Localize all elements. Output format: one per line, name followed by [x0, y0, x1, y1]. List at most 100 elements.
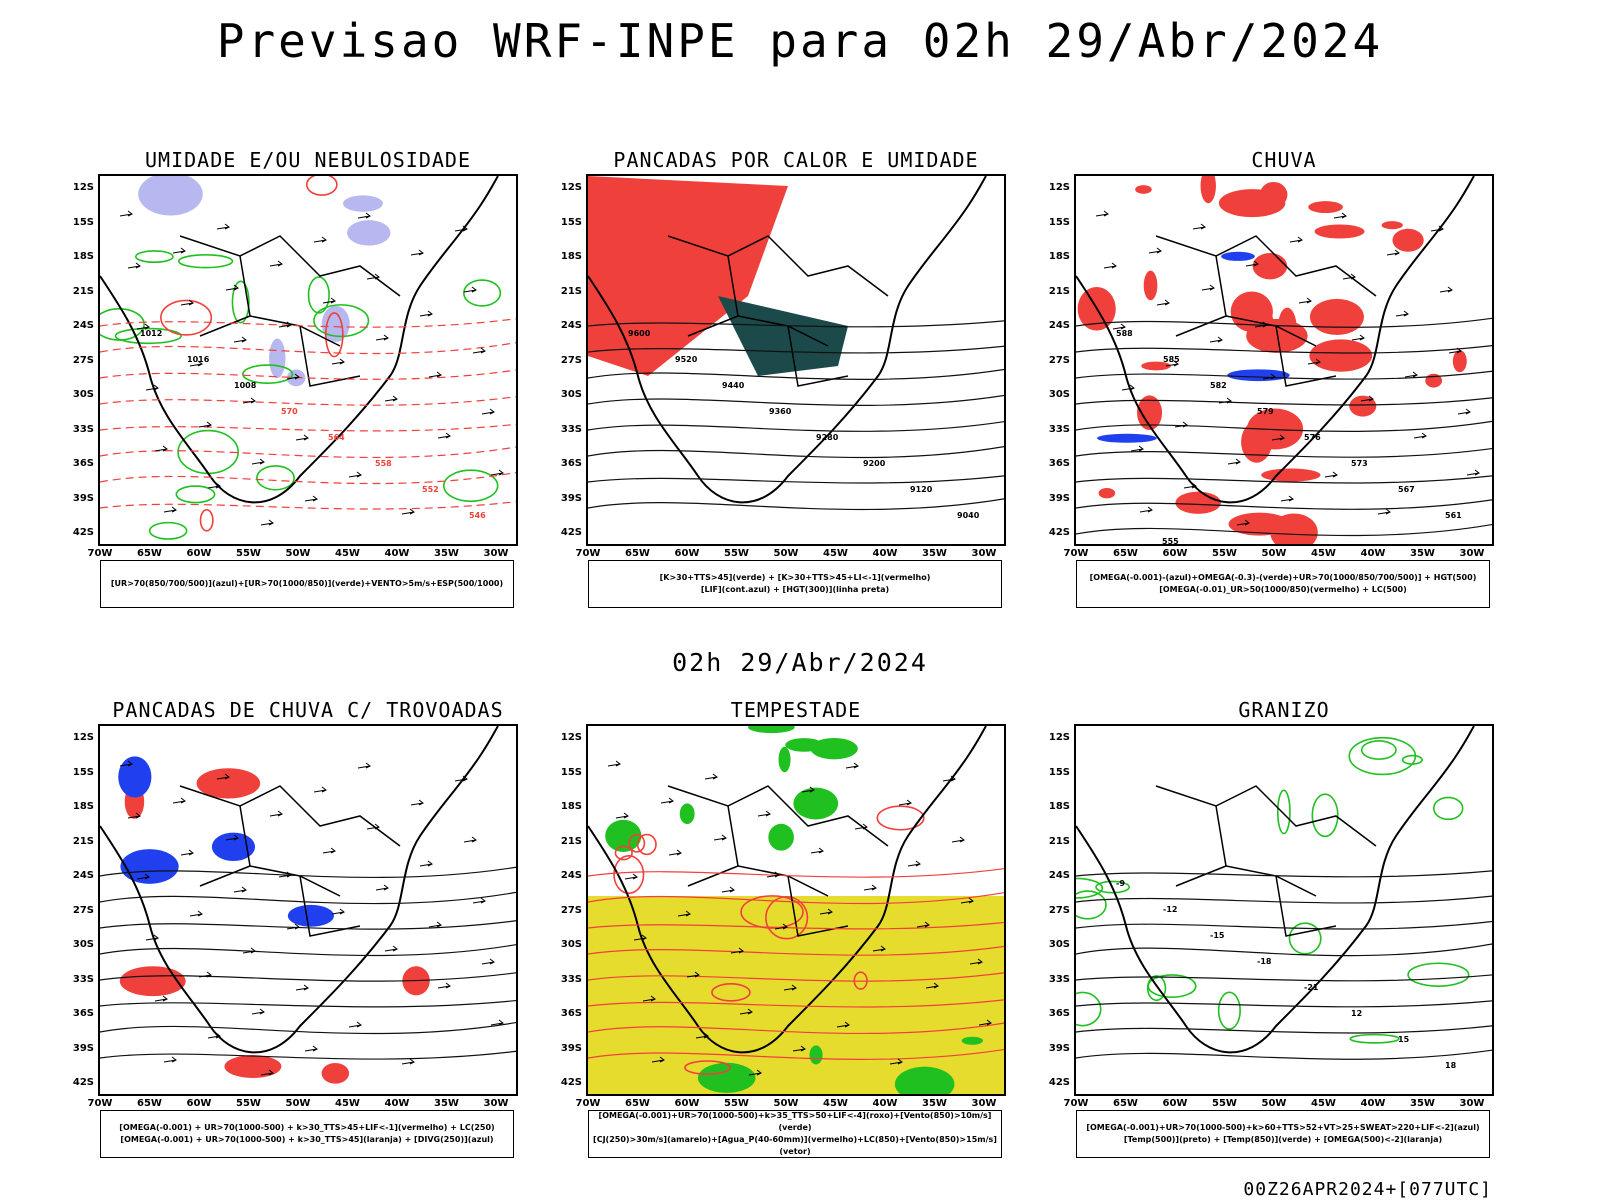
wind-vector	[136, 323, 150, 330]
lat-tick-label: 12S	[72, 732, 94, 743]
wind-vector	[198, 971, 212, 978]
contour-line	[1076, 499, 1492, 510]
lon-tick-label: 65W	[625, 548, 650, 559]
lon-tick-label: 70W	[575, 548, 601, 559]
lat-tick-label: 39S	[560, 492, 582, 504]
shaded-area	[1270, 513, 1318, 544]
shaded-area	[256, 465, 295, 491]
lon-tick-label: 55W	[724, 548, 749, 559]
map-plot: 588585582579576573567561555549	[1076, 176, 1492, 544]
lat-tick-label: 24S	[72, 870, 94, 881]
contour-label: 582	[1210, 381, 1227, 390]
wind-vector	[357, 212, 371, 219]
map-frame: 588585582579576573567561555549	[1074, 174, 1494, 546]
wind-vector	[410, 249, 424, 256]
lon-tick-label: 55W	[236, 1098, 261, 1109]
legend-line: [UR>70(850/700/500)](azul)+[UR>70(1000/8…	[110, 579, 504, 588]
legend-line: [OMEGA(-0.001)-(azul)+OMEGA(-0.3)-(verde…	[1089, 573, 1477, 582]
shaded-area	[196, 768, 261, 799]
shaded-area	[305, 176, 338, 196]
shaded-area	[1137, 395, 1163, 431]
lat-tick-label: 39S	[1048, 492, 1070, 504]
lon-tick-label: 35W	[1410, 548, 1435, 559]
wind-vector	[313, 786, 327, 793]
shaded-area	[809, 1045, 823, 1065]
lat-tick-label: 36S	[560, 458, 582, 469]
shaded-area	[462, 279, 502, 307]
wind-vector	[269, 810, 283, 817]
shaded-area	[768, 823, 794, 851]
wind-vector	[322, 297, 336, 304]
wind-vector	[216, 773, 230, 780]
contour-label: 567	[1398, 485, 1415, 494]
wind-vector	[836, 1021, 850, 1028]
wind-vector	[366, 273, 380, 280]
wind-vector	[660, 797, 674, 804]
lat-tick-label: 33S	[72, 973, 94, 985]
lat-tick-label: 33S	[560, 973, 582, 985]
contour-line	[1076, 523, 1492, 537]
contour-line	[1076, 974, 1492, 982]
wind-vector	[757, 810, 771, 817]
lon-tick-label: 65W	[625, 1098, 650, 1109]
lat-tick-label: 18S	[72, 251, 94, 262]
panel-legend: [OMEGA(-0.001)+UR>70(1000-500)+k>35_TTS>…	[588, 1110, 1002, 1158]
forecast-time-label: 02h 29/Abr/2024	[672, 648, 928, 677]
wind-vector	[295, 984, 309, 991]
lat-tick-label: 27S	[1048, 354, 1070, 366]
shaded-area	[313, 304, 370, 338]
wind-vector	[1413, 432, 1427, 439]
contour-label: 9040	[957, 511, 980, 520]
lat-tick-label: 27S	[72, 904, 94, 916]
wind-vector	[472, 347, 486, 354]
wind-vector	[145, 384, 159, 391]
wind-vector	[119, 760, 133, 767]
shaded-area	[114, 327, 182, 345]
contour-label: 558	[375, 459, 392, 468]
shaded-area	[765, 895, 809, 940]
contour-label: 9600	[628, 329, 651, 338]
wind-vector	[739, 1008, 753, 1015]
shaded-area	[287, 904, 335, 927]
wind-vector	[145, 934, 159, 941]
panel-title: CHUVA	[1251, 148, 1317, 172]
lat-tick-label: 24S	[560, 870, 582, 881]
shaded-area	[269, 338, 286, 379]
contour-line	[100, 318, 516, 328]
shaded-area	[1360, 740, 1397, 760]
wind-vector	[233, 336, 247, 343]
lat-tick-label: 24S	[1048, 320, 1070, 331]
shaded-area	[1432, 796, 1464, 821]
wind-vector	[419, 860, 433, 867]
wind-vector	[1095, 210, 1109, 217]
lon-tick-label: 50W	[773, 548, 799, 559]
wind-vector	[233, 886, 247, 893]
contour-line	[588, 421, 1004, 432]
lat-tick-label: 12S	[560, 182, 582, 193]
lon-tick-label: 60W	[186, 548, 212, 559]
lat-tick-label: 33S	[1048, 973, 1070, 985]
shaded-area	[1288, 922, 1322, 955]
panel-chuva: CHUVA 588585582579576573567561555549 12S…	[1034, 148, 1504, 638]
wind-vector	[481, 408, 495, 415]
lon-tick-label: 50W	[1261, 1098, 1287, 1109]
contour-line	[1076, 1025, 1492, 1034]
shaded-area	[1309, 298, 1364, 335]
lat-tick-label: 15S	[72, 216, 94, 228]
wind-vector	[704, 773, 718, 780]
wind-vector	[286, 373, 300, 380]
wind-vector	[172, 247, 186, 254]
wind-vector	[810, 847, 824, 854]
wind-vector	[180, 849, 194, 856]
lon-tick-label: 45W	[335, 548, 360, 559]
shaded-area	[605, 819, 642, 852]
wind-vector	[845, 762, 859, 769]
model-run-stamp: 00Z26APR2024+[077UTC]	[1243, 1179, 1492, 1200]
wind-vector	[410, 799, 424, 806]
wind-vector	[472, 897, 486, 904]
wind-vector	[969, 958, 983, 965]
lon-tick-label: 65W	[137, 548, 162, 559]
shaded-area	[1452, 350, 1467, 373]
panel-pancadas-calor: PANCADAS POR CALOR E UMIDADE 9600 9520 944…	[546, 148, 1016, 638]
map-plot	[100, 726, 516, 1084]
